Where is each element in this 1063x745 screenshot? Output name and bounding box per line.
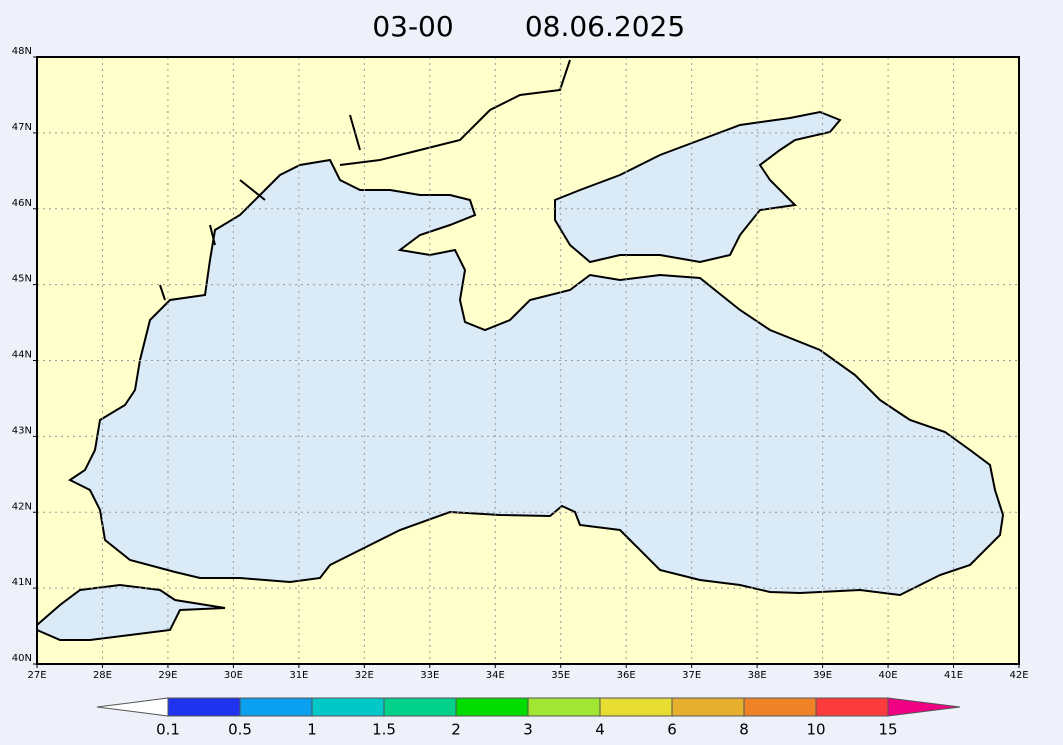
lon-tick-label: 30E bbox=[224, 670, 243, 681]
time-label: 03-00 bbox=[372, 10, 453, 43]
lon-tick-label: 27E bbox=[27, 670, 46, 681]
sea-of-azov bbox=[554, 110, 842, 264]
lon-tick-label: 41E bbox=[944, 670, 963, 681]
lon-tick-label: 33E bbox=[420, 670, 439, 681]
colorbar-label: 10 bbox=[806, 721, 825, 739]
black-sea bbox=[68, 158, 1005, 597]
colorbar-box bbox=[743, 697, 817, 717]
lat-tick-label: 42N bbox=[12, 501, 32, 512]
lon-tick-label: 29E bbox=[158, 670, 177, 681]
colorbar-label: 8 bbox=[739, 721, 749, 739]
lat-tick-label: 47N bbox=[12, 122, 32, 133]
sea-of-marmara bbox=[36, 583, 226, 641]
colorbar-label: 1.5 bbox=[372, 721, 396, 739]
colorbar-over bbox=[887, 697, 961, 717]
colorbar-label: 6 bbox=[667, 721, 677, 739]
colorbar-label: 3 bbox=[523, 721, 533, 739]
colorbar-box bbox=[311, 697, 385, 717]
colorbar-box bbox=[527, 697, 601, 717]
lon-tick-label: 39E bbox=[813, 670, 832, 681]
colorbar-under bbox=[96, 697, 169, 717]
lat-tick-label: 45N bbox=[12, 274, 32, 285]
lon-tick-label: 34E bbox=[486, 670, 505, 681]
lon-tick-label: 35E bbox=[551, 670, 570, 681]
colorbar-label: 4 bbox=[595, 721, 605, 739]
lon-tick-label: 40E bbox=[879, 670, 898, 681]
colorbar-box bbox=[455, 697, 529, 717]
colorbar-box bbox=[383, 697, 457, 717]
colorbar-label: 0.1 bbox=[156, 721, 180, 739]
date-label: 08.06.2025 bbox=[525, 10, 685, 43]
lat-tick-label: 44N bbox=[12, 350, 32, 361]
colorbar-label: 15 bbox=[878, 721, 897, 739]
lat-tick-label: 40N bbox=[12, 653, 32, 664]
lon-tick-label: 42E bbox=[1009, 670, 1028, 681]
lon-tick-label: 31E bbox=[289, 670, 308, 681]
colorbar-box bbox=[815, 697, 889, 717]
colorbar: 0.1 0.5 1 1.5 2 3 4 6 8 10 15 bbox=[96, 697, 961, 739]
lon-tick-label: 38E bbox=[748, 670, 767, 681]
lat-tick-label: 41N bbox=[12, 577, 32, 588]
lon-tick-label: 32E bbox=[355, 670, 374, 681]
colorbar-box bbox=[599, 697, 673, 717]
colorbar-box bbox=[167, 697, 241, 717]
lat-tick-label: 43N bbox=[12, 425, 32, 436]
colorbar-label: 0.5 bbox=[228, 721, 252, 739]
lat-tick-label: 46N bbox=[12, 198, 32, 209]
lon-tick-label: 36E bbox=[617, 670, 636, 681]
lon-tick-label: 37E bbox=[682, 670, 701, 681]
colorbar-box bbox=[239, 697, 313, 717]
colorbar-label: 2 bbox=[451, 721, 461, 739]
colorbar-box bbox=[671, 697, 745, 717]
sea-group bbox=[36, 59, 1005, 641]
lon-tick-label: 28E bbox=[93, 670, 112, 681]
lat-tick-label: 48N bbox=[12, 46, 32, 57]
colorbar-label: 1 bbox=[307, 721, 317, 739]
